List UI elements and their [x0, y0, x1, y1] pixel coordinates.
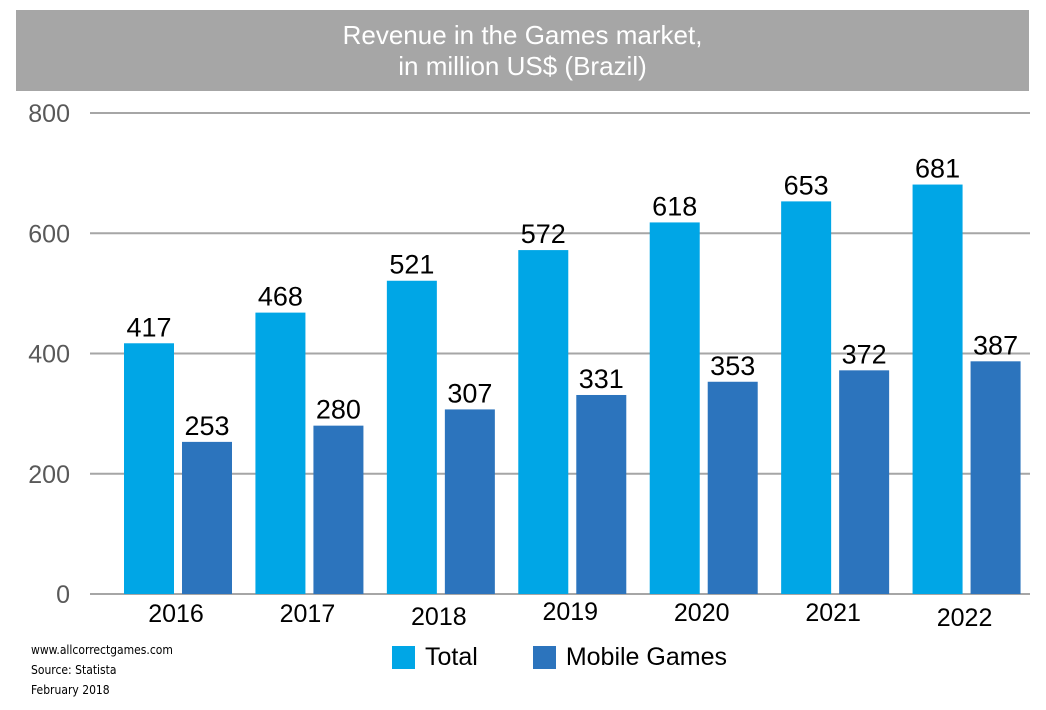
data-label: 618 — [652, 191, 697, 221]
x-tick-label: 2022 — [937, 604, 993, 632]
source-website: www.allcorrectgames.com — [31, 643, 173, 657]
bar-mobile-games — [182, 441, 232, 594]
bar-total — [124, 343, 174, 594]
data-label: 417 — [126, 312, 171, 342]
source-name: Source: Statista — [31, 663, 117, 677]
legend-label-mobile-games: Mobile Games — [565, 642, 727, 671]
legend-swatch-mobile-games — [532, 645, 556, 669]
data-label: 280 — [316, 395, 361, 425]
x-tick-label: 2018 — [411, 603, 467, 631]
chart-title-line-2: in million US$ (Brazil) — [398, 50, 647, 81]
bar-mobile-games — [576, 394, 627, 594]
bar-total — [781, 201, 832, 595]
source-note: www.allcorrectgames.com Source: Statista… — [31, 640, 173, 700]
y-tick-label: 200 — [28, 461, 70, 489]
data-label: 372 — [842, 339, 887, 369]
x-tick-label: 2021 — [805, 599, 861, 627]
x-tick-label: 2019 — [542, 598, 598, 626]
legend-item-total: Total — [392, 643, 478, 672]
bar-mobile-games — [707, 381, 758, 594]
chart-title: Revenue in the Games market, in million … — [16, 10, 1029, 91]
bar-total — [386, 280, 437, 594]
bar-total — [255, 312, 306, 594]
legend-item-mobile-games: Mobile Games — [532, 642, 727, 672]
y-tick-label: 400 — [28, 341, 70, 369]
data-label: 387 — [973, 330, 1018, 360]
x-tick-label: 2020 — [674, 599, 730, 627]
y-tick-label: 600 — [28, 220, 70, 248]
bar-mobile-games — [444, 409, 495, 594]
bar-total — [518, 250, 569, 594]
y-tick-label: 0 — [56, 581, 70, 609]
data-label: 468 — [258, 282, 303, 312]
bar-mobile-games — [970, 361, 1021, 594]
y-tick-label: 800 — [28, 100, 70, 128]
legend-label-total: Total — [425, 642, 478, 671]
chart-title-line-1: Revenue in the Games market, — [342, 19, 703, 50]
data-label: 331 — [579, 364, 624, 394]
x-tick-label: 2017 — [280, 600, 336, 628]
data-label: 681 — [915, 154, 960, 184]
x-tick-label: 2016 — [148, 600, 204, 628]
data-label: 572 — [521, 219, 566, 249]
legend-swatch-total — [392, 645, 415, 669]
bar-total — [649, 222, 700, 595]
data-label: 253 — [184, 411, 229, 441]
data-label: 653 — [784, 170, 829, 200]
chart-legend: Total Mobile Games — [392, 641, 782, 673]
data-label: 521 — [389, 250, 434, 280]
source-date: February 2018 — [31, 683, 110, 697]
bar-total — [912, 184, 963, 594]
bar-mobile-games — [313, 425, 364, 594]
bar-mobile-games — [839, 370, 890, 594]
data-label: 307 — [447, 378, 492, 408]
data-label: 353 — [710, 351, 755, 381]
